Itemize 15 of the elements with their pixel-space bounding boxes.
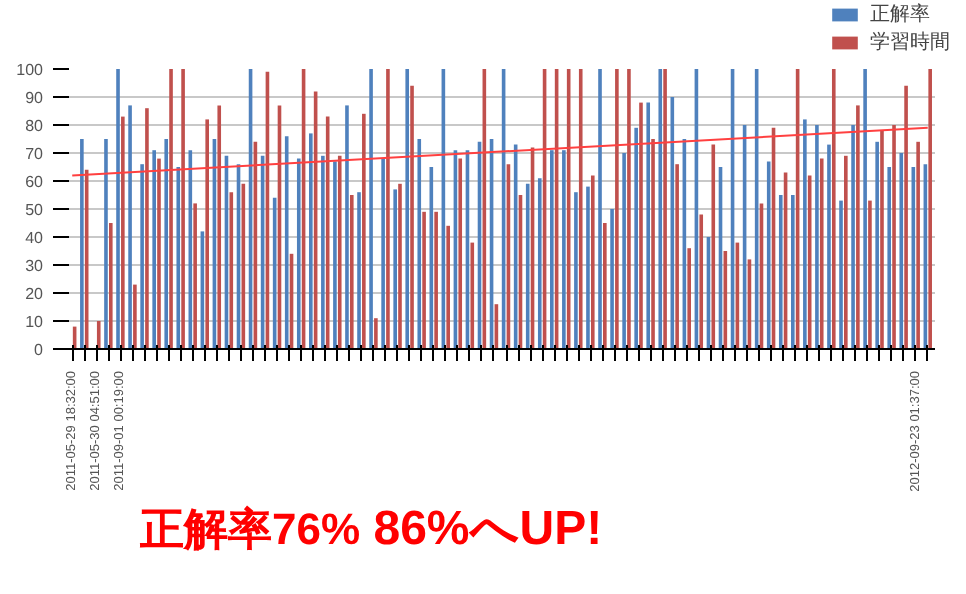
y-tick-label: 0 <box>34 341 45 359</box>
text: 正解率76% <box>140 504 361 554</box>
text: 86%へUP! <box>373 502 603 556</box>
y-tick-label: 20 <box>25 285 45 303</box>
y-tick-label: 30 <box>25 257 45 275</box>
y-tick-label: 100 <box>16 61 45 79</box>
legend-label: 学習時間 <box>870 29 950 56</box>
y-tick-label: 60 <box>25 173 45 191</box>
legend-label: 正解率 <box>870 1 930 28</box>
y-tick-label: 80 <box>25 117 45 135</box>
y-tick-label: 50 <box>25 201 45 219</box>
y-tick-label: 40 <box>25 229 45 247</box>
y-tick-label: 90 <box>25 89 45 107</box>
y-tick-label: 70 <box>25 145 45 163</box>
y-tick-label: 10 <box>25 313 45 331</box>
